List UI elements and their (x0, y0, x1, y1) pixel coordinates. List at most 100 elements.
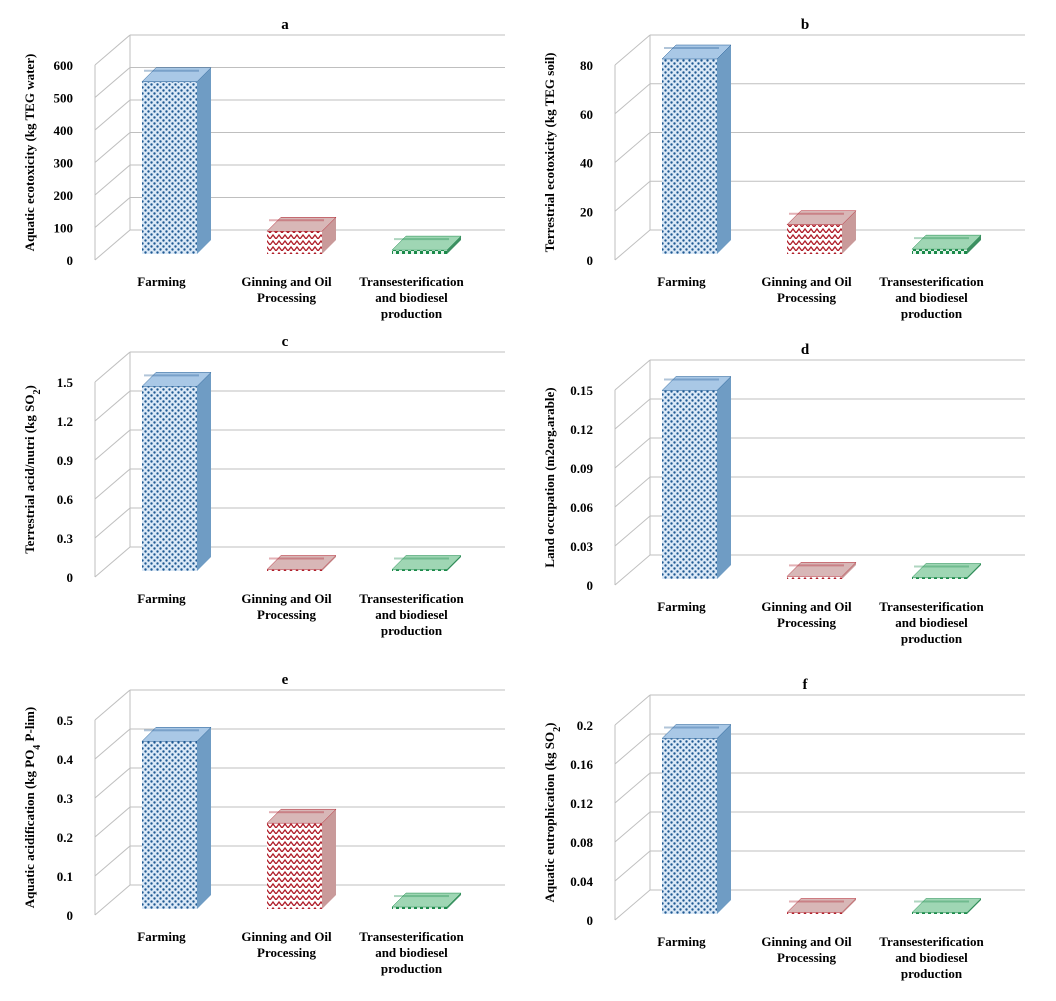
bar-ginning (786, 210, 857, 254)
bar-ginning (266, 217, 337, 254)
bar-front-farming (662, 738, 717, 914)
bar-top-texture (269, 811, 324, 814)
gridline-diagonal (94, 99, 131, 131)
bar-side-farming (197, 372, 211, 571)
bar-top-farming (661, 724, 732, 739)
x-tick-label: Ginning and Oil Processing (241, 929, 332, 960)
gridline-diagonal (614, 359, 651, 391)
gridline-diagonal (614, 83, 651, 115)
y-tick-label: 0.15 (570, 383, 593, 398)
bar-front-ginning (267, 231, 322, 254)
chart-panel-f: 0 0.04 0.08 0.12 0.16 0.2 Farming Ginning and O… (520, 665, 1040, 995)
bar-side-trans (447, 555, 461, 571)
y-tick-label: 0.2 (577, 718, 593, 733)
panel-title: a (281, 17, 289, 33)
bar-front-ginning (787, 912, 842, 914)
bar-top-texture (914, 565, 969, 568)
gridline-diagonal (614, 437, 651, 469)
bar-farming (661, 724, 732, 914)
bar-front-farming (142, 386, 197, 571)
bar-side-farming (717, 376, 731, 579)
y-tick-label: 0.3 (57, 531, 74, 546)
bar-top-texture (269, 219, 324, 222)
bar-top-texture (664, 726, 719, 729)
panel-title: b (801, 17, 809, 33)
chart-svg-e: 0 0.1 0.2 0.3 0.4 0.5 Farming Ginning and Oil Pr… (22, 672, 505, 976)
y-tick-label: 0.4 (57, 752, 74, 767)
bar-farming (661, 44, 732, 254)
x-tick-label: Transesterification and biodiesel producti… (879, 934, 984, 981)
bar-top-trans (391, 892, 462, 908)
x-tick-label: Ginning and Oil Processing (241, 591, 332, 622)
bar-top-texture (394, 895, 449, 898)
x-tick-label: Transesterification and biodiesel producti… (359, 929, 464, 976)
gridline-diagonal (614, 398, 651, 430)
bar-front-farming (142, 81, 197, 254)
bar-front-ginning (787, 224, 842, 254)
x-tick-label: Farming (657, 274, 706, 289)
y-tick-label: 1.5 (57, 375, 74, 390)
bar-ginning (266, 555, 337, 571)
bar-trans (391, 235, 462, 254)
gridline-diagonal (94, 390, 131, 422)
y-tick-label: 0 (67, 908, 74, 923)
bar-top-texture (394, 557, 449, 560)
x-tick-label: Ginning and Oil Processing (761, 599, 852, 630)
bar-top-trans (911, 234, 982, 250)
bar-ginning (786, 898, 857, 914)
bar-top-texture (144, 729, 199, 732)
y-tick-label: 0.9 (57, 453, 74, 468)
bar-top-texture (789, 212, 844, 215)
bar-top-trans (391, 235, 462, 251)
gridline-diagonal (94, 34, 131, 66)
chart-panel-b: 0 20 40 60 80 Farming Ginning and Oil Processin… (520, 5, 1040, 335)
gridline-diagonal (614, 889, 651, 921)
y-tick-label: 0 (587, 578, 594, 593)
y-tick-label: 0.03 (570, 539, 593, 554)
bar-side-farming (197, 727, 211, 909)
x-tick-label: Transesterification and biodiesel producti… (359, 591, 464, 638)
gridline-diagonal (614, 733, 651, 765)
y-tick-label: 100 (54, 221, 74, 236)
gridline-diagonal (614, 811, 651, 843)
gridline-diagonal (94, 689, 131, 721)
bar-trans (911, 234, 982, 254)
bar-front-ginning (787, 576, 842, 579)
gridline-diagonal (94, 67, 131, 98)
gridline-diagonal (614, 850, 651, 882)
bar-top-texture (914, 237, 969, 240)
bar-trans (391, 892, 462, 909)
gridline-diagonal (94, 229, 131, 261)
y-tick-label: 0.3 (57, 791, 74, 806)
bar-top-ginning (786, 898, 857, 913)
bar-top-farming (141, 372, 212, 387)
panel-title: e (282, 672, 289, 688)
y-axis-label: Land occupation (m2org.arable) (542, 387, 557, 567)
gridline-diagonal (94, 132, 131, 163)
x-tick-label: Farming (137, 274, 186, 289)
bar-trans (911, 898, 982, 914)
x-tick-label: Farming (657, 934, 706, 949)
chart-svg-d: 0 0.03 0.06 0.09 0.12 0.15 Farming Ginning and … (542, 342, 1025, 646)
y-tick-label: 300 (54, 156, 74, 171)
gridline-diagonal (94, 468, 131, 500)
bar-front-farming (662, 390, 717, 579)
bar-top-texture (394, 238, 449, 241)
y-tick-label: 0 (587, 913, 594, 928)
y-axis-label: Aquatic ecotoxicity (kg TEG water) (22, 54, 37, 252)
x-tick-label: Ginning and Oil Processing (241, 274, 332, 305)
bar-top-ginning (266, 217, 337, 232)
bar-farming (141, 372, 212, 571)
y-tick-label: 0.08 (570, 835, 593, 850)
bar-top-trans (911, 898, 982, 913)
bar-front-trans (912, 912, 967, 914)
gridline-diagonal (94, 351, 131, 383)
y-tick-label: 0 (67, 253, 74, 268)
gridline-diagonal (614, 694, 651, 726)
bar-top-trans (391, 555, 462, 570)
y-tick-label: 0.5 (57, 713, 74, 728)
bar-front-ginning (267, 569, 322, 571)
bar-side-farming (197, 67, 211, 254)
chart-panel-c: 0 0.3 0.6 0.9 1.2 1.5 Farming Ginning and Oil Pr… (0, 322, 520, 652)
bar-side-ginning (322, 217, 336, 254)
